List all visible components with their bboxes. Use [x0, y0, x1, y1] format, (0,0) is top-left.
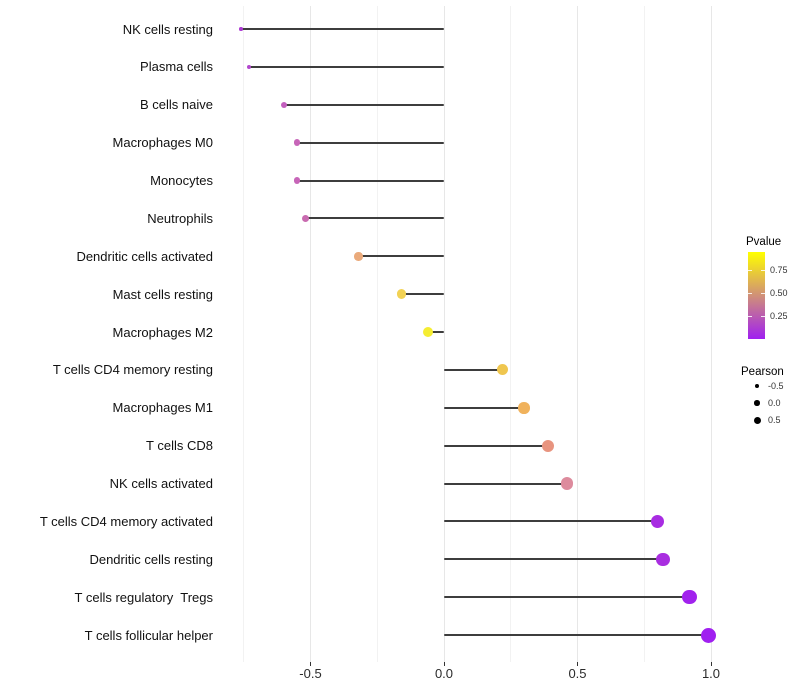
x-axis-tick-label: 0.5	[568, 666, 587, 681]
x-axis-tick	[577, 662, 578, 666]
lollipop-dot	[700, 627, 716, 643]
lollipop-stem	[305, 217, 444, 220]
lollipop-stem	[444, 482, 567, 485]
lollipop-stem	[401, 293, 444, 296]
lollipop-stem	[249, 65, 444, 68]
pvalue-bar-tick	[761, 293, 765, 295]
lollipop-dot	[422, 327, 433, 337]
lollipop-stem	[283, 103, 444, 106]
pvalue-legend-tick-label: 0.75	[770, 265, 788, 276]
y-axis-label: Dendritic cells activated	[76, 248, 213, 264]
lollipop-dot	[293, 177, 301, 184]
lollipop-stem	[444, 520, 658, 523]
lollipop-dot	[497, 364, 509, 376]
x-axis-tick	[310, 662, 311, 666]
y-axis-label: Dendritic cells resting	[89, 551, 213, 567]
lollipop-stem	[241, 28, 444, 30]
y-axis-label: Mast cells resting	[112, 286, 213, 302]
x-axis-tick-label: 1.0	[701, 666, 721, 681]
lollipop-stem	[444, 406, 525, 409]
y-axis-label: T cells regulatory Tregs	[74, 589, 213, 605]
lollipop-stem	[444, 444, 549, 447]
lollipop-dot	[280, 101, 287, 108]
x-major-gridline	[310, 6, 311, 662]
lollipop-stem	[427, 331, 444, 333]
y-axis-label: T cells CD4 memory activated	[39, 513, 213, 529]
lollipop-dot	[682, 589, 697, 605]
lollipop-stem	[444, 634, 709, 636]
lollipop-dot	[396, 289, 407, 299]
lollipop-dot	[542, 439, 555, 452]
pvalue-bar-tick	[761, 270, 765, 272]
lollipop-dot	[650, 514, 665, 529]
pvalue-bar-tick	[748, 270, 752, 272]
lollipop-dot	[246, 64, 252, 70]
lollipop-stem	[358, 255, 444, 258]
lollipop-stem	[297, 141, 444, 144]
pvalue-bar-tick	[748, 316, 752, 318]
pvalue-bar-tick	[761, 316, 765, 318]
lollipop-dot	[354, 252, 363, 261]
x-major-gridline	[577, 6, 578, 662]
lollipop-dot	[560, 477, 574, 490]
pearson-legend-dot	[755, 384, 759, 388]
x-minor-gridline	[643, 6, 645, 662]
x-minor-gridline	[376, 6, 378, 662]
x-major-gridline	[443, 6, 445, 662]
pvalue-legend-tick-label: 0.50	[770, 288, 788, 299]
pearson-legend-label: -0.5	[768, 381, 784, 391]
x-axis-tick-label: -0.5	[299, 666, 322, 681]
pearson-legend-label: 0.0	[768, 398, 781, 408]
x-axis-tick	[710, 662, 712, 666]
y-axis-label: Plasma cells	[140, 59, 213, 75]
x-axis-tick	[443, 662, 445, 666]
lollipop-stem	[297, 179, 444, 182]
y-axis-label: T cells CD4 memory resting	[52, 362, 213, 378]
y-axis-label: NK cells resting	[122, 21, 213, 37]
pvalue-gradient-bar	[748, 252, 765, 339]
y-axis-label: Monocytes	[150, 173, 213, 188]
lollipop-dot	[656, 552, 670, 566]
lollipop-dot	[301, 214, 309, 222]
lollipop-dot	[239, 27, 243, 31]
x-minor-gridline	[510, 6, 512, 662]
lollipop-stem	[444, 368, 503, 371]
x-axis-tick-label: 0.0	[434, 666, 454, 681]
y-axis-label: NK cells activated	[109, 476, 213, 491]
y-axis-label: Neutrophils	[147, 210, 213, 226]
pvalue-legend-tick-label: 0.25	[770, 311, 788, 322]
y-axis-label: Macrophages M0	[112, 135, 213, 151]
pvalue-legend-title: Pvalue	[746, 236, 782, 248]
lollipop-dot	[293, 139, 301, 146]
y-axis-label: T cells CD8	[146, 438, 213, 454]
lollipop-dot	[518, 402, 530, 414]
pearson-legend-label: 0.5	[768, 415, 781, 425]
x-major-gridline	[710, 6, 712, 662]
pvalue-bar-tick	[748, 293, 752, 295]
pearson-legend-dot	[753, 416, 761, 424]
x-minor-gridline	[243, 6, 245, 662]
lollipop-stem	[444, 596, 690, 599]
y-axis-label: Macrophages M2	[112, 324, 213, 340]
pearson-legend-title: Pearson	[741, 366, 784, 378]
y-axis-label: Macrophages M1	[112, 400, 213, 416]
y-axis-label: T cells follicular helper	[84, 627, 213, 643]
pearson-legend-dot	[754, 400, 760, 406]
y-axis-label: B cells naive	[140, 97, 213, 113]
lollipop-stem	[444, 558, 663, 561]
